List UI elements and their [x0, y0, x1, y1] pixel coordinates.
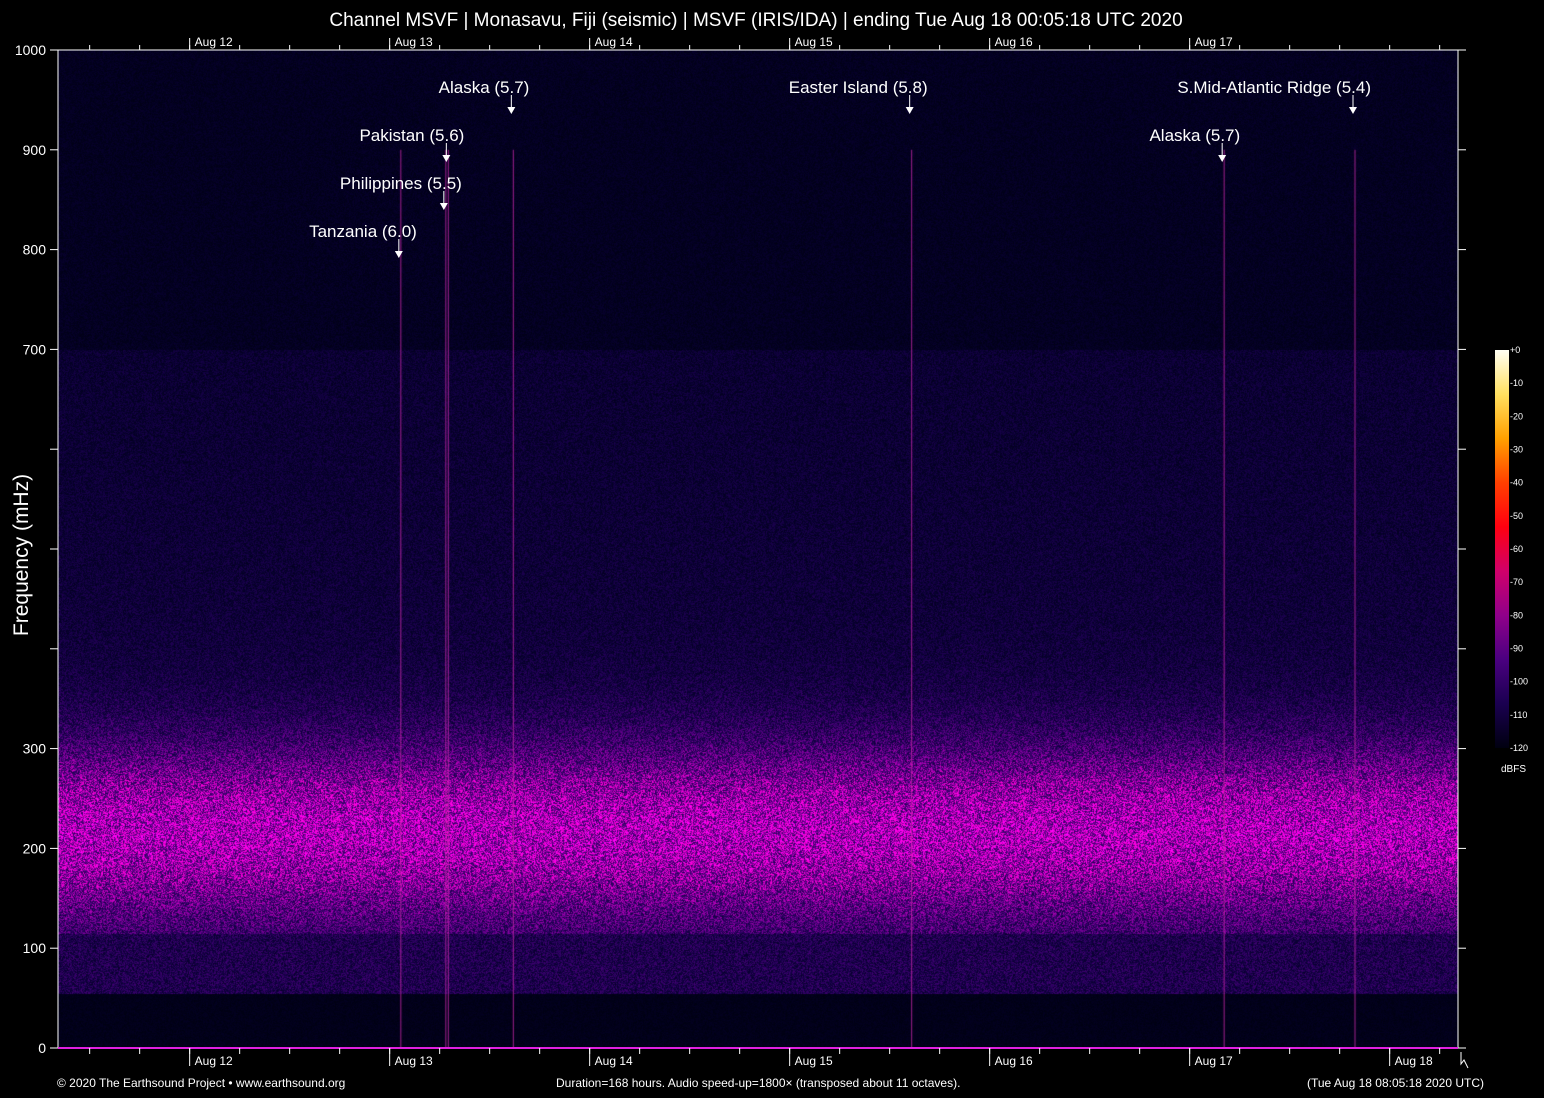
x-tick-label: Aug 16 — [995, 1054, 1033, 1068]
colorbar-label: dBFS — [1501, 764, 1526, 775]
colorbar-tick-label: -70 — [1510, 577, 1523, 587]
x-tick-label: Aug 12 — [195, 1054, 233, 1068]
x-tick-label-top: Aug 16 — [995, 35, 1033, 49]
y-tick-label: 100 — [23, 940, 47, 956]
event-label: Easter Island (5.8) — [789, 78, 928, 97]
footer-timestamp: (Tue Aug 18 08:05:18 2020 UTC) — [1307, 1076, 1484, 1090]
y-tick-label: 300 — [23, 741, 47, 757]
colorbar-tick-label: -100 — [1510, 677, 1528, 687]
event-arrow-icon — [395, 251, 403, 258]
colorbar-tick-label: -90 — [1510, 644, 1523, 654]
x-tick-label-top: Aug 12 — [195, 35, 233, 49]
x-tick-label: Aug 13 — [395, 1054, 433, 1068]
y-tick-label: 800 — [23, 242, 47, 258]
colorbar-tick-label: -110 — [1510, 710, 1527, 720]
colorbar-tick-label: -30 — [1510, 445, 1523, 455]
colorbar-tick-label: -60 — [1510, 544, 1523, 554]
event-arrow-icon — [906, 107, 914, 114]
event-label: Tanzania (6.0) — [309, 222, 417, 241]
x-tick-label: Aug 15 — [795, 1054, 833, 1068]
y-tick-label: 1000 — [15, 42, 46, 58]
x-tick-label: Aug 18 — [1395, 1054, 1433, 1068]
event-label: S.Mid-Atlantic Ridge (5.4) — [1177, 78, 1371, 97]
x-tick-label: Aug 14 — [595, 1054, 633, 1068]
x-tick-label-top: Aug 13 — [395, 35, 433, 49]
event-arrow-icon — [1349, 107, 1357, 114]
colorbar-tick-label: -80 — [1510, 610, 1523, 620]
footer-duration: Duration=168 hours. Audio speed-up=1800×… — [556, 1076, 960, 1090]
x-tick-label: Aug 17 — [1195, 1054, 1233, 1068]
y-tick-label: 0 — [38, 1040, 46, 1056]
event-arrow-icon — [440, 203, 448, 210]
event-arrow-icon — [1218, 155, 1226, 162]
event-label: Alaska (5.7) — [1149, 126, 1240, 145]
end-arrow-icon — [1461, 1052, 1468, 1068]
colorbar-tick-label: -20 — [1510, 411, 1523, 421]
y-axis-label: Frequency (mHz) — [10, 474, 34, 636]
footer-copyright: © 2020 The Earthsound Project • www.eart… — [57, 1076, 345, 1090]
event-label: Alaska (5.7) — [439, 78, 530, 97]
x-tick-label-top: Aug 14 — [595, 35, 633, 49]
colorbar — [1495, 350, 1509, 748]
event-arrow-icon — [442, 155, 450, 162]
y-tick-label: 900 — [23, 142, 47, 158]
y-tick-label: 700 — [23, 341, 47, 357]
colorbar-tick-label: -10 — [1510, 378, 1523, 388]
colorbar-tick-label: -50 — [1510, 511, 1523, 521]
y-tick-label: 200 — [23, 840, 47, 856]
colorbar-tick-label: +0 — [1510, 345, 1520, 355]
x-tick-label-top: Aug 17 — [1195, 35, 1233, 49]
colorbar-tick-label: -120 — [1510, 743, 1528, 753]
event-arrow-icon — [507, 107, 515, 114]
x-tick-label-top: Aug 15 — [795, 35, 833, 49]
event-label: Pakistan (5.6) — [359, 126, 464, 145]
plot-frame — [58, 50, 1458, 1048]
event-label: Philippines (5.5) — [340, 174, 462, 193]
chart-overlay: Aug 12 Aug 12 Aug 13 Aug 13 Aug 14 Aug 14 Aug … — [0, 0, 1544, 1098]
colorbar-tick-label: -40 — [1510, 478, 1523, 488]
